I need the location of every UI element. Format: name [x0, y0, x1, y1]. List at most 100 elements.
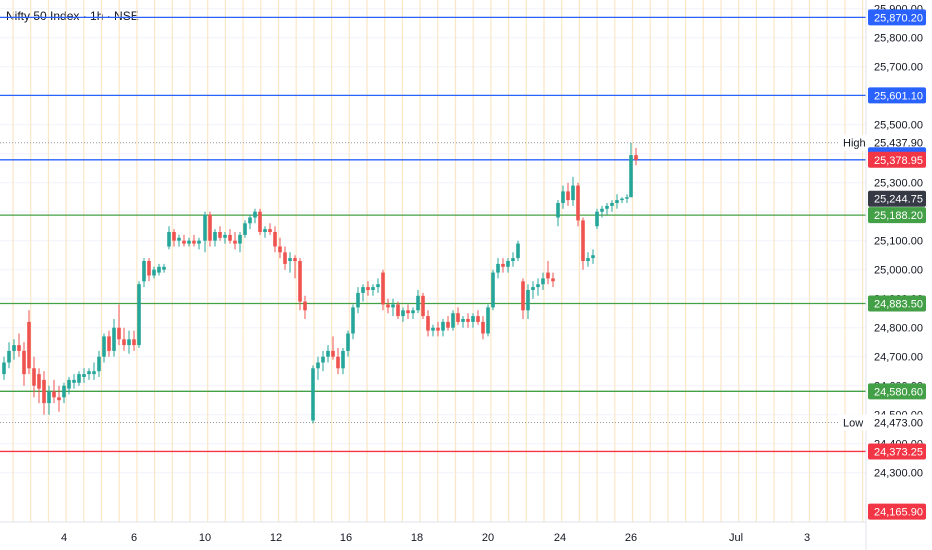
candle-body[interactable] — [386, 304, 390, 308]
candle-body[interactable] — [481, 321, 485, 334]
candle-body[interactable] — [12, 345, 16, 351]
candle-body[interactable] — [213, 232, 217, 241]
candle-body[interactable] — [566, 191, 570, 201]
candle-body[interactable] — [381, 272, 385, 305]
candle-body[interactable] — [541, 278, 545, 285]
candle-body[interactable] — [501, 263, 505, 267]
candle-body[interactable] — [366, 287, 370, 290]
candle-body[interactable] — [187, 240, 191, 244]
candle-body[interactable] — [341, 350, 345, 369]
candle-body[interactable] — [625, 197, 629, 199]
candle-body[interactable] — [556, 203, 560, 218]
candle-body[interactable] — [238, 234, 242, 244]
candle-body[interactable] — [571, 185, 575, 201]
candle-body[interactable] — [77, 374, 81, 383]
candle-body[interactable] — [208, 214, 212, 241]
candle-body[interactable] — [431, 327, 435, 331]
candle-body[interactable] — [486, 307, 490, 334]
candle-body[interactable] — [223, 234, 227, 238]
candle-body[interactable] — [506, 261, 510, 267]
candle-body[interactable] — [346, 333, 350, 351]
candle-body[interactable] — [471, 316, 475, 322]
candle-body[interactable] — [546, 272, 550, 279]
candle-body[interactable] — [620, 198, 624, 201]
candle-body[interactable] — [142, 261, 146, 282]
candle-body[interactable] — [147, 261, 151, 276]
candle-body[interactable] — [278, 246, 282, 253]
candle-body[interactable] — [92, 371, 96, 375]
candle-body[interactable] — [531, 287, 535, 290]
candle-body[interactable] — [331, 350, 335, 357]
candle-body[interactable] — [416, 295, 420, 311]
candle-body[interactable] — [371, 287, 375, 290]
candle-body[interactable] — [351, 307, 355, 334]
candle-body[interactable] — [361, 287, 365, 293]
candle-body[interactable] — [192, 240, 196, 244]
candle-body[interactable] — [316, 362, 320, 369]
candle-body[interactable] — [396, 304, 400, 317]
candle-body[interactable] — [441, 321, 445, 331]
candle-body[interactable] — [496, 263, 500, 273]
candle-body[interactable] — [288, 258, 292, 261]
candle-body[interactable] — [97, 356, 101, 372]
candle-body[interactable] — [526, 290, 530, 311]
candle-body[interactable] — [516, 243, 520, 259]
candle-body[interactable] — [172, 232, 176, 241]
candle-body[interactable] — [52, 391, 56, 398]
candle-body[interactable] — [391, 304, 395, 308]
candle-body[interactable] — [303, 301, 307, 311]
candle-body[interactable] — [167, 232, 171, 247]
candle-body[interactable] — [586, 258, 590, 261]
candle-body[interactable] — [137, 284, 141, 346]
candle-body[interactable] — [336, 356, 340, 369]
candle-body[interactable] — [293, 258, 297, 261]
candle-body[interactable] — [62, 385, 66, 398]
candle-body[interactable] — [218, 232, 222, 238]
candle-body[interactable] — [152, 269, 156, 276]
candle-body[interactable] — [536, 284, 540, 288]
candle-body[interactable] — [321, 356, 325, 363]
candle-body[interactable] — [426, 316, 430, 331]
candle-body[interactable] — [595, 211, 599, 227]
candle-body[interactable] — [57, 397, 61, 401]
candle-body[interactable] — [356, 292, 360, 308]
candle-body[interactable] — [2, 362, 6, 375]
candle-body[interactable] — [263, 229, 267, 232]
candle-body[interactable] — [7, 350, 11, 363]
candle-body[interactable] — [27, 321, 31, 369]
candle-body[interactable] — [476, 316, 480, 322]
candle-body[interactable] — [82, 374, 86, 377]
candle-body[interactable] — [107, 336, 111, 351]
candle-body[interactable] — [182, 240, 186, 244]
candle-body[interactable] — [248, 217, 252, 224]
candle-body[interactable] — [197, 240, 201, 244]
candle-body[interactable] — [283, 252, 287, 264]
candle-body[interactable] — [87, 371, 91, 375]
candle-body[interactable] — [258, 211, 262, 232]
candle-body[interactable] — [629, 155, 633, 198]
candle-body[interactable] — [32, 368, 36, 386]
candle-body[interactable] — [600, 208, 604, 212]
candle-body[interactable] — [401, 310, 405, 317]
candle-body[interactable] — [551, 278, 555, 282]
candle-body[interactable] — [634, 155, 638, 160]
candle-body[interactable] — [122, 339, 126, 346]
candle-body[interactable] — [162, 266, 166, 270]
candle-body[interactable] — [253, 211, 257, 218]
candle-body[interactable] — [22, 350, 26, 375]
candle-body[interactable] — [411, 310, 415, 314]
candle-body[interactable] — [117, 327, 121, 340]
candle-body[interactable] — [576, 185, 580, 221]
candle-body[interactable] — [491, 272, 495, 308]
candle-body[interactable] — [112, 327, 116, 351]
candle-body[interactable] — [42, 379, 46, 404]
candle-body[interactable] — [451, 313, 455, 328]
candle-body[interactable] — [233, 240, 237, 244]
candle-body[interactable] — [610, 203, 614, 206]
candle-body[interactable] — [511, 258, 515, 261]
candle-body[interactable] — [177, 237, 181, 241]
candle-body[interactable] — [127, 339, 131, 346]
candle-body[interactable] — [406, 310, 410, 314]
candle-body[interactable] — [47, 391, 51, 404]
candle-body[interactable] — [615, 200, 619, 203]
